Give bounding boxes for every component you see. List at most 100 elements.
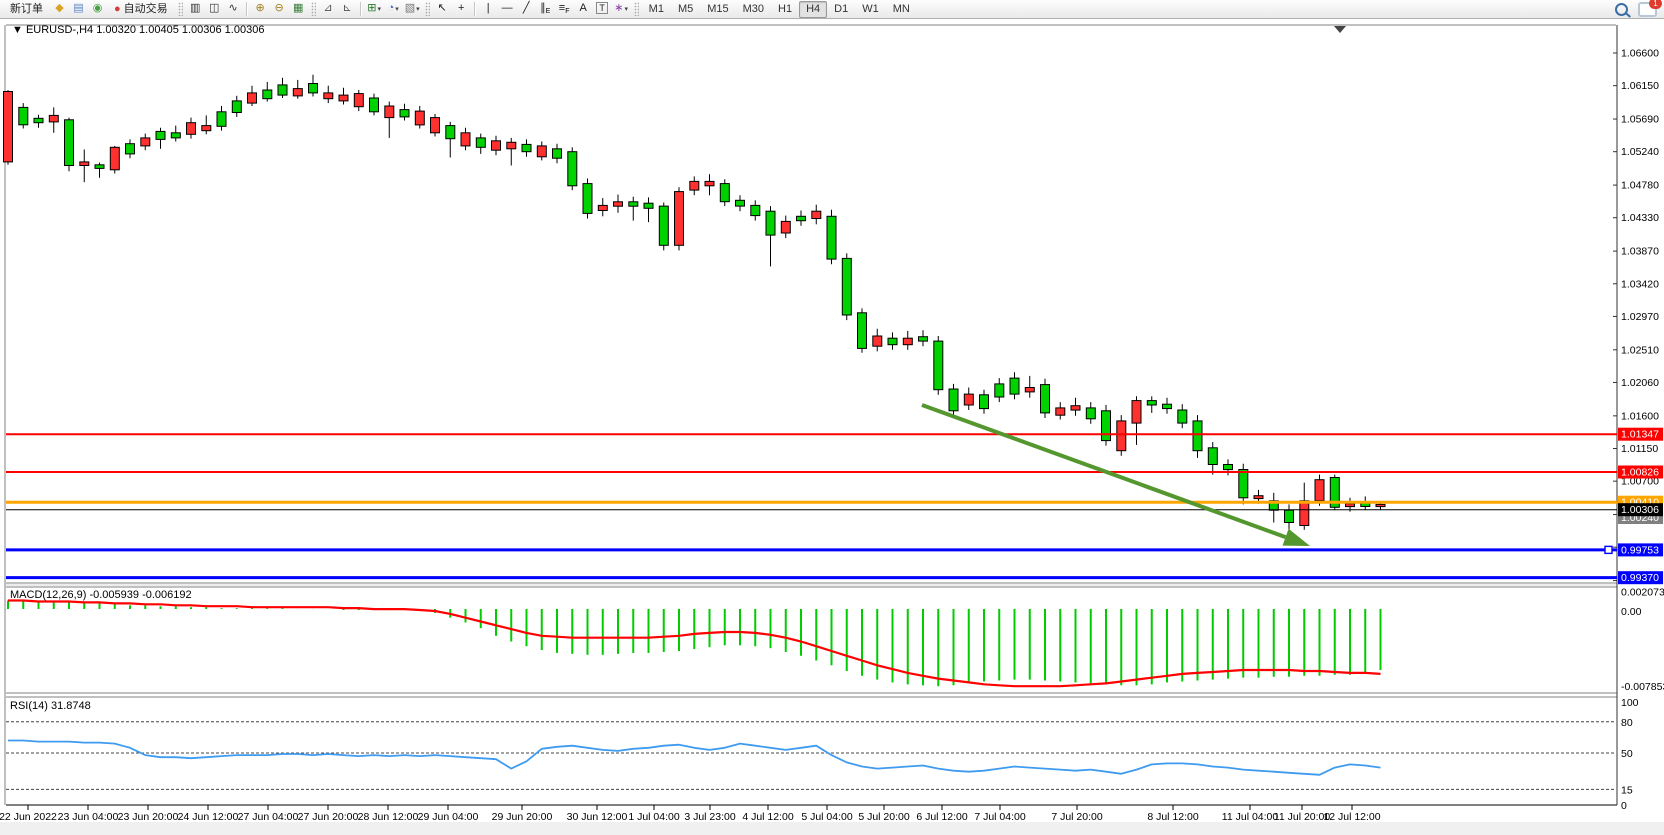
candle-body [506, 141, 517, 150]
auto-trading-button[interactable]: ● 自动交易 [107, 0, 175, 18]
candle-body [247, 92, 257, 104]
trend-arrow-head[interactable] [1282, 528, 1311, 546]
candle-body [704, 180, 715, 187]
timeframe-D1[interactable]: D1 [834, 2, 849, 15]
candle-body [735, 199, 745, 207]
zoom-out-icon[interactable]: ⊖ [274, 2, 284, 14]
candle-body [1162, 403, 1172, 410]
level-price-label: 0.99753 [1621, 544, 1659, 556]
text-icon[interactable]: A [579, 2, 587, 14]
notifications-icon[interactable]: 1 [1638, 0, 1662, 17]
candle-body [933, 340, 944, 391]
candle-body [384, 105, 395, 119]
arrows-shapes-icon[interactable]: ∗▾ [614, 2, 629, 14]
timeframe-M1[interactable]: M1 [648, 2, 664, 15]
candle-body [1101, 410, 1111, 442]
candle-body [155, 130, 166, 140]
candle-body [308, 83, 318, 94]
timeframe-M5[interactable]: M5 [677, 2, 694, 15]
price-tick-label: 1.05240 [1621, 146, 1659, 158]
add-indicator-icon[interactable]: ⊞▾ [367, 2, 382, 14]
candle-body [963, 393, 974, 406]
price-tick-label: 1.03870 [1621, 246, 1659, 258]
template-icon[interactable]: ▧▾ [404, 2, 420, 14]
vertical-line-icon[interactable]: | [486, 2, 490, 14]
time-axis-label: 29 Jun 04:00 [418, 811, 479, 823]
time-axis-label: 12 Jul 12:00 [1323, 811, 1380, 823]
candle-body [857, 312, 867, 349]
trend-arrow[interactable] [921, 403, 1287, 539]
rsi-scale-label: 50 [1621, 748, 1633, 760]
search-icon[interactable] [1615, 2, 1628, 16]
candles-group [3, 74, 1386, 530]
candle-body [1207, 447, 1218, 465]
period-clock-icon[interactable]: ◔▾ [387, 2, 399, 14]
price-tick-label: 1.01150 [1621, 443, 1658, 455]
price-tick-label: 1.02510 [1621, 344, 1659, 356]
candle-body [826, 215, 837, 260]
rsi-label: RSI(14) 31.8748 [10, 700, 91, 712]
chevron-down-icon: ▾ [416, 6, 420, 13]
candle-body [460, 132, 471, 147]
price-tick-label: 1.02060 [1621, 377, 1659, 389]
candle-body [628, 201, 639, 207]
time-axis-label: 11 Jul 20:00 [1274, 811, 1331, 823]
bar-chart-icon[interactable]: ▥ [189, 2, 201, 14]
window-bottom-strip [0, 822, 1664, 830]
timeframe-H1[interactable]: H1 [778, 2, 793, 15]
candle-body [1116, 420, 1127, 452]
cascade-windows-icon[interactable]: ⊾ [342, 2, 352, 14]
market-watch-icon[interactable]: ▤ [73, 2, 84, 14]
candlestick-chart-icon[interactable]: ◫ [208, 2, 220, 14]
signals-icon[interactable]: ◉ [92, 2, 103, 14]
timeframe-H4[interactable]: H4 [799, 0, 828, 18]
candle-body [1345, 503, 1355, 508]
fibonacci-icon[interactable]: ≡F [558, 2, 570, 15]
new-order-button[interactable]: 新订单 [3, 0, 50, 18]
candle-body [994, 383, 1005, 398]
candle-body [1223, 464, 1233, 471]
time-axis-label: 8 Jul 12:00 [1147, 811, 1199, 823]
text-label-icon[interactable]: T [593, 1, 612, 17]
auto-trading-button-label: 自动交易 [123, 3, 168, 15]
timeframe-W1[interactable]: W1 [862, 2, 879, 15]
candle-body [292, 88, 303, 97]
price-tick-label: 1.03420 [1621, 278, 1659, 290]
candle-body [430, 117, 440, 134]
equidistant-channel-icon[interactable]: ∥E [540, 2, 551, 15]
candle-body [1299, 500, 1310, 526]
chart-shift-marker-icon[interactable] [1334, 26, 1346, 33]
line-chart-icon[interactable]: ∿ [228, 2, 238, 14]
zoom-in-icon[interactable]: ⊕ [255, 2, 265, 14]
history-center-icon[interactable]: ◆ [55, 2, 64, 14]
candle-body [521, 143, 532, 153]
horizontal-line-icon[interactable]: — [501, 2, 513, 14]
time-axis-label: 23 Jun 04:00 [58, 811, 119, 823]
candle-body [918, 336, 928, 342]
candle-body [1192, 420, 1203, 452]
timeframe-M15[interactable]: M15 [707, 2, 729, 15]
chart-canvas[interactable]: 1.06600 1.06150 1.05690 1.05240 1.04780 1.043… [0, 19, 1664, 830]
candle-body [674, 191, 684, 246]
time-axis-label: 11 Jul 04:00 [1222, 811, 1279, 823]
notification-badge: 1 [1649, 0, 1662, 9]
cursor-icon[interactable]: ↖ [437, 2, 447, 14]
candle-body [109, 146, 120, 171]
crosshair-icon[interactable]: + [457, 2, 465, 14]
line-drag-handle[interactable] [1604, 545, 1613, 555]
trendline-icon[interactable]: ╱ [522, 2, 530, 14]
time-axis-label: 5 Jul 04:00 [801, 811, 853, 823]
candle-body [491, 140, 501, 151]
candle-body [1131, 400, 1142, 424]
macd-label: MACD(12,26,9) -0.005939 -0.006192 [10, 589, 192, 601]
candle-body [1009, 377, 1020, 395]
candle-body [811, 210, 822, 219]
timeframe-M30[interactable]: M30 [742, 2, 765, 15]
candle-body [1146, 400, 1157, 406]
timeframe-MN[interactable]: MN [892, 2, 910, 15]
candle-body [1055, 407, 1066, 416]
tile-windows-icon[interactable]: ▦ [292, 2, 304, 14]
auto-arrange-icon[interactable]: ⊿ [323, 2, 333, 14]
price-tick-label: 1.01600 [1621, 410, 1659, 422]
candle-body [48, 114, 59, 123]
